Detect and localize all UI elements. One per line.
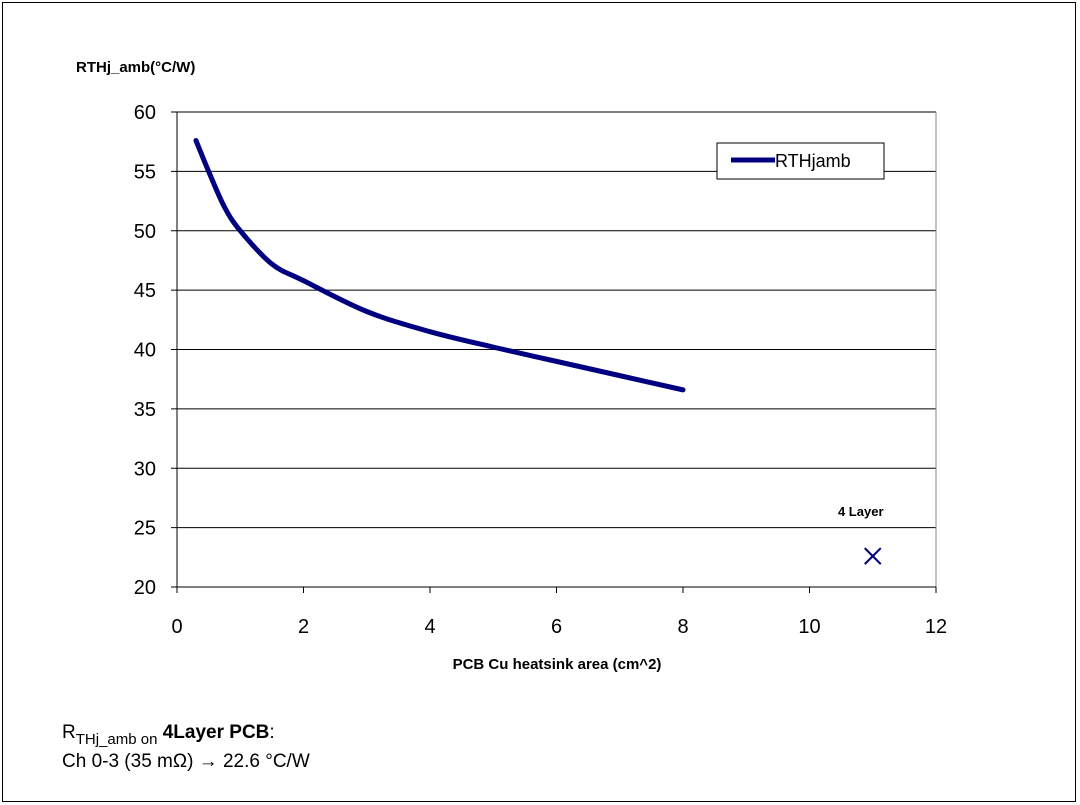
- x-tick-label: 6: [551, 616, 562, 638]
- series-layer: [193, 138, 686, 393]
- axes: [171, 111, 937, 593]
- x-tick-label: 8: [677, 616, 688, 638]
- notes-r: R: [62, 722, 76, 743]
- y-axis-title: RTHj_amb(°C/W): [76, 59, 195, 76]
- y-tick-label: 30: [134, 458, 156, 480]
- y-tick-label: 35: [134, 399, 156, 421]
- y-tick-label: 25: [134, 518, 156, 540]
- y-tick-labels: 20 25 30 35 40 45 50 55 60: [134, 102, 156, 599]
- notes-colon: :: [269, 722, 275, 743]
- point-label: 4 Layer: [838, 504, 884, 519]
- y-tick-label: 50: [134, 221, 156, 243]
- x-tick-label: 2: [298, 616, 309, 638]
- point-marker-x-b: [864, 547, 882, 565]
- x-tick-label: 4: [424, 616, 435, 638]
- notes-bold: 4Layer PCB: [162, 722, 270, 743]
- legend-label: RTHjamb: [775, 151, 851, 171]
- x-tick-labels: 0 2 4 6 8 10 12: [171, 616, 947, 638]
- x-tick-label: 10: [798, 616, 820, 638]
- notes: RTHj_amb on 4Layer PCB: Ch 0-3 (35 mΩ) →…: [62, 722, 310, 773]
- y-tick-label: 40: [134, 340, 156, 362]
- x-tick-label: 0: [171, 616, 182, 638]
- y-tick-label: 20: [134, 577, 156, 599]
- x-axis-title: PCB Cu heatsink area (cm^2): [453, 656, 662, 673]
- notes-subscript: THj_amb on: [75, 731, 158, 748]
- notes-line-2: Ch 0-3 (35 mΩ) → 22.6 °C/W: [62, 751, 310, 772]
- y-tick-label: 55: [134, 161, 156, 183]
- series-line-0: [193, 138, 686, 393]
- annotation-points: 4 Layer: [838, 504, 884, 565]
- y-tick-label: 45: [134, 280, 156, 302]
- x-tick-label: 12: [925, 616, 947, 638]
- y-tick-label: 60: [134, 102, 156, 124]
- legend: RTHjamb: [716, 142, 885, 180]
- grid-lines: [177, 111, 936, 529]
- notes-line-1: RTHj_amb on 4Layer PCB:: [62, 722, 310, 751]
